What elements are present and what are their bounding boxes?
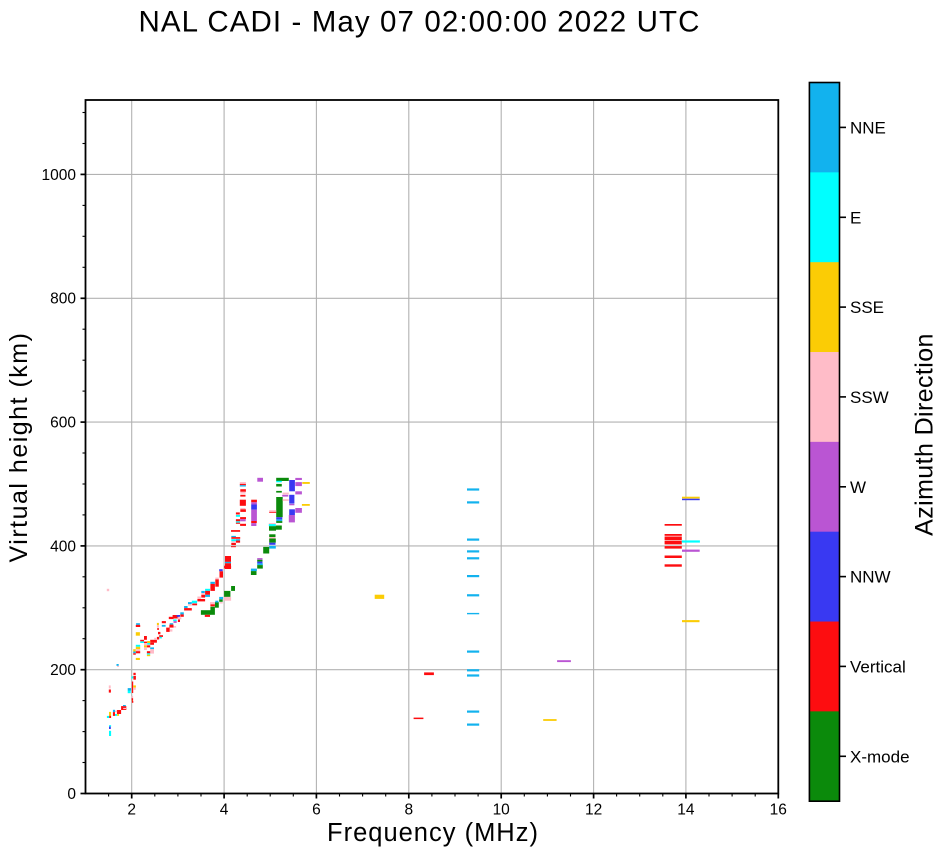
- svg-text:6: 6: [312, 801, 321, 818]
- svg-text:Vertical: Vertical: [850, 657, 906, 676]
- svg-text:Frequency (MHz): Frequency (MHz): [327, 819, 539, 847]
- svg-text:Azimuth Direction: Azimuth Direction: [911, 333, 939, 536]
- svg-text:400: 400: [50, 538, 76, 555]
- svg-text:600: 600: [50, 415, 76, 432]
- svg-text:10: 10: [493, 801, 511, 818]
- svg-text:2: 2: [127, 801, 136, 818]
- svg-text:800: 800: [50, 291, 76, 308]
- svg-text:200: 200: [50, 662, 76, 679]
- svg-text:1000: 1000: [42, 167, 77, 184]
- svg-text:NAL CADI - May 07 02:00:00 202: NAL CADI - May 07 02:00:00 2022 UTC: [138, 5, 700, 38]
- svg-text:X-mode: X-mode: [850, 747, 910, 766]
- svg-text:14: 14: [677, 801, 695, 818]
- svg-text:12: 12: [585, 801, 602, 818]
- svg-text:4: 4: [220, 801, 229, 818]
- svg-text:8: 8: [404, 801, 413, 818]
- svg-text:NNW: NNW: [850, 568, 891, 587]
- svg-text:E: E: [850, 208, 861, 227]
- svg-text:W: W: [850, 478, 866, 497]
- svg-text:Virtual height (km): Virtual height (km): [5, 332, 33, 563]
- svg-text:NNE: NNE: [850, 118, 886, 137]
- svg-text:SSE: SSE: [850, 298, 884, 317]
- svg-text:16: 16: [770, 801, 787, 818]
- svg-text:0: 0: [67, 786, 76, 803]
- svg-text:SSW: SSW: [850, 388, 889, 407]
